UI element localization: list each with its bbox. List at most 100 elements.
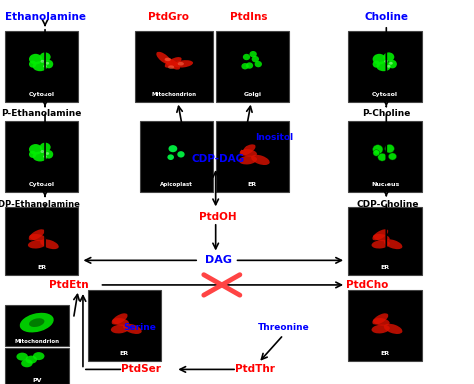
Text: Cytosol: Cytosol <box>372 92 398 97</box>
Ellipse shape <box>239 144 255 156</box>
Ellipse shape <box>384 324 402 334</box>
Ellipse shape <box>40 239 59 249</box>
Ellipse shape <box>46 152 49 155</box>
Ellipse shape <box>41 150 44 153</box>
Ellipse shape <box>373 150 380 156</box>
Text: PtdIns: PtdIns <box>230 12 268 22</box>
Ellipse shape <box>177 151 185 157</box>
Text: PtdSer: PtdSer <box>121 364 161 374</box>
Bar <box>5 348 69 384</box>
Ellipse shape <box>239 156 257 164</box>
Text: Choline: Choline <box>365 12 408 22</box>
Text: Serine: Serine <box>123 323 156 332</box>
Ellipse shape <box>123 324 142 334</box>
Ellipse shape <box>29 229 45 240</box>
Ellipse shape <box>385 144 394 153</box>
Ellipse shape <box>29 318 45 327</box>
Ellipse shape <box>376 61 391 71</box>
Bar <box>135 31 213 102</box>
Ellipse shape <box>372 324 390 333</box>
Ellipse shape <box>168 65 174 69</box>
Ellipse shape <box>388 60 397 68</box>
Ellipse shape <box>255 61 262 67</box>
Ellipse shape <box>387 65 391 68</box>
Text: DAG: DAG <box>205 255 231 265</box>
Text: PtdEtn: PtdEtn <box>49 280 89 290</box>
Text: ER: ER <box>381 351 390 356</box>
Ellipse shape <box>389 62 393 65</box>
Bar <box>88 290 161 361</box>
Ellipse shape <box>373 234 390 241</box>
Text: Golgi: Golgi <box>244 92 261 97</box>
Ellipse shape <box>383 52 394 61</box>
Ellipse shape <box>33 152 47 161</box>
Text: P-Choline: P-Choline <box>362 109 410 118</box>
Bar <box>216 31 289 102</box>
Ellipse shape <box>252 56 259 62</box>
Ellipse shape <box>111 313 128 324</box>
Ellipse shape <box>29 61 36 68</box>
Ellipse shape <box>33 61 47 71</box>
Text: P-Ethanolamine: P-Ethanolamine <box>1 109 82 118</box>
Text: PtdCho: PtdCho <box>346 280 389 290</box>
Bar <box>140 121 213 192</box>
Ellipse shape <box>164 58 171 61</box>
Text: Mitochondrion: Mitochondrion <box>14 339 59 344</box>
Ellipse shape <box>21 359 33 367</box>
Ellipse shape <box>241 63 249 70</box>
Ellipse shape <box>45 60 53 68</box>
Text: Cytosol: Cytosol <box>28 182 55 187</box>
Ellipse shape <box>167 154 174 160</box>
Bar <box>216 121 289 192</box>
Bar <box>348 121 422 192</box>
Text: CDP-Choline: CDP-Choline <box>356 200 419 209</box>
Ellipse shape <box>388 153 397 160</box>
Ellipse shape <box>26 356 37 364</box>
Text: CDP-DAG: CDP-DAG <box>191 154 245 164</box>
Text: PtdOH: PtdOH <box>199 212 237 222</box>
Ellipse shape <box>249 51 257 57</box>
Ellipse shape <box>372 313 388 324</box>
Ellipse shape <box>28 240 46 248</box>
Ellipse shape <box>373 61 380 68</box>
Ellipse shape <box>46 62 49 65</box>
Text: Cytosol: Cytosol <box>28 92 55 97</box>
Ellipse shape <box>384 239 402 249</box>
Ellipse shape <box>251 155 270 165</box>
Text: PtdThr: PtdThr <box>235 364 275 374</box>
Ellipse shape <box>29 144 42 155</box>
Ellipse shape <box>373 229 388 240</box>
Text: PV: PV <box>32 378 42 383</box>
Ellipse shape <box>40 142 51 152</box>
Ellipse shape <box>373 145 383 154</box>
Bar <box>348 290 422 361</box>
Bar <box>5 207 78 275</box>
Bar <box>348 31 422 102</box>
Bar <box>5 305 69 346</box>
Text: Ethanolamine: Ethanolamine <box>5 12 85 22</box>
Ellipse shape <box>373 318 390 326</box>
Ellipse shape <box>173 60 193 68</box>
Ellipse shape <box>33 352 45 360</box>
Ellipse shape <box>373 54 386 65</box>
Ellipse shape <box>43 65 47 68</box>
Text: Nucleus: Nucleus <box>371 182 399 187</box>
Ellipse shape <box>17 353 28 361</box>
Text: ER: ER <box>37 265 46 270</box>
Ellipse shape <box>384 60 388 63</box>
Ellipse shape <box>41 60 44 63</box>
Ellipse shape <box>29 234 46 241</box>
Bar <box>5 31 78 102</box>
Text: ER: ER <box>120 351 129 356</box>
Ellipse shape <box>156 52 171 65</box>
Ellipse shape <box>246 62 253 69</box>
Text: Mitochondrion: Mitochondrion <box>152 92 197 97</box>
Ellipse shape <box>45 150 53 159</box>
Ellipse shape <box>111 324 129 333</box>
Ellipse shape <box>29 151 36 158</box>
Text: ER: ER <box>381 265 390 270</box>
Bar <box>5 121 78 192</box>
Ellipse shape <box>164 58 180 70</box>
Ellipse shape <box>240 149 257 157</box>
Text: CDP-Ethanolamine: CDP-Ethanolamine <box>0 200 81 209</box>
